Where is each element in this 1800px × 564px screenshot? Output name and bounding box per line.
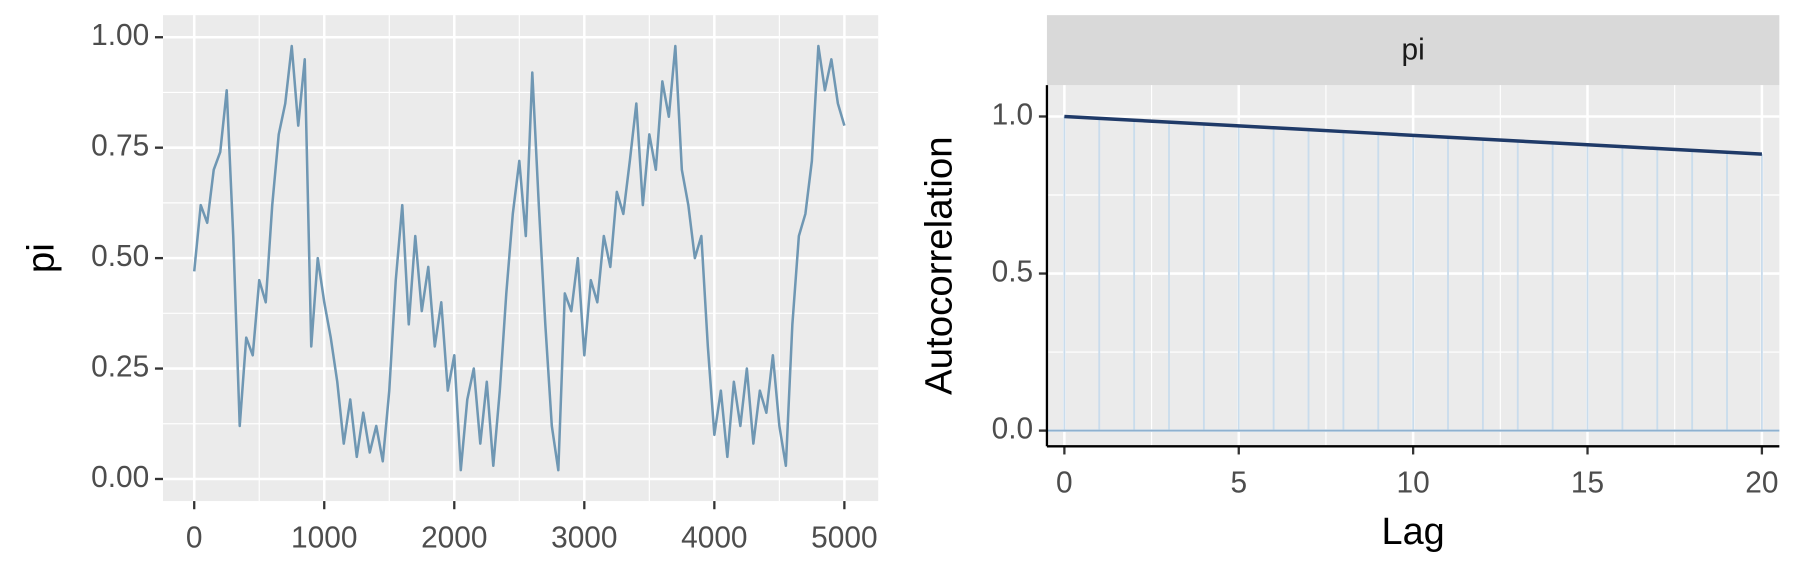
strip-label: pi (1402, 33, 1425, 66)
y-tick-label: 0.0 (992, 412, 1033, 445)
x-tick-label: 0 (186, 521, 203, 554)
x-tick-label: 1000 (291, 521, 357, 554)
data-line (192, 44, 846, 472)
x-axis-title: Lag (1382, 510, 1445, 553)
y-tick-label: 0.5 (992, 255, 1033, 288)
x-tick-label: 5 (1230, 467, 1247, 500)
x-tick-label: 5000 (811, 521, 877, 554)
y-axis-title: pi (20, 243, 63, 273)
x-tick-label: 0 (1056, 467, 1073, 500)
data-line (1064, 114, 1762, 156)
y-tick-label: 0.25 (91, 350, 149, 383)
y-tick-label: 0.50 (91, 240, 149, 273)
y-tick-label: 0.00 (91, 461, 149, 494)
x-tick-label: 15 (1571, 467, 1604, 500)
y-tick-label: 1.00 (91, 19, 149, 52)
y-tick-label: 0.75 (91, 129, 149, 162)
x-tick-label: 2000 (421, 521, 487, 554)
x-tick-label: 3000 (551, 521, 617, 554)
y-axis-title: Autocorrelation (918, 136, 961, 395)
x-tick-label: 20 (1745, 467, 1778, 500)
x-tick-label: 10 (1397, 467, 1430, 500)
strip-background (1046, 15, 1780, 86)
x-tick-label: 4000 (681, 521, 747, 554)
y-tick-label: 1.0 (992, 98, 1033, 131)
